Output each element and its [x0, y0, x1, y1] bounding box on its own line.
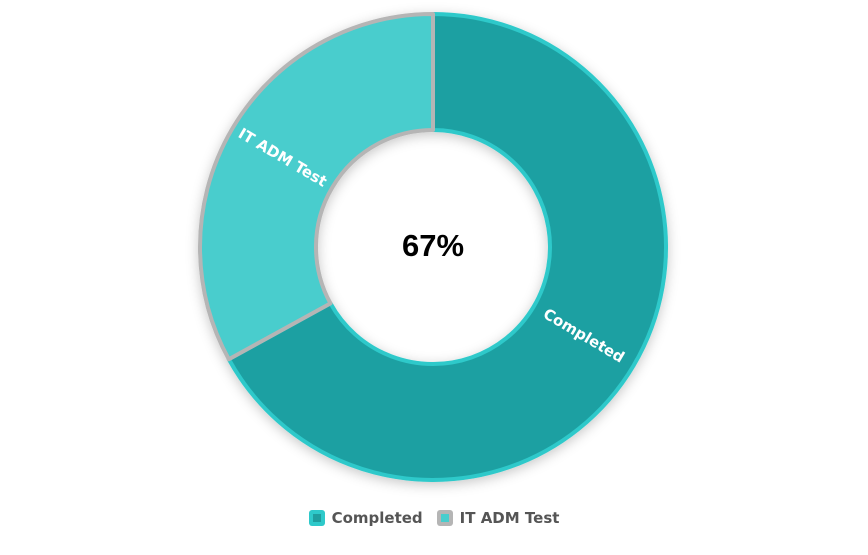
legend-item-it-adm-test[interactable]: IT ADM Test: [436, 509, 560, 527]
legend-swatch-completed: [308, 510, 325, 526]
slice-it-adm-test[interactable]: [198, 12, 435, 362]
legend-item-completed[interactable]: Completed: [308, 509, 423, 527]
slice-completed[interactable]: [226, 12, 668, 482]
legend-label-it-adm-test: IT ADM Test: [459, 509, 560, 527]
legend-label-completed: Completed: [331, 509, 423, 527]
legend-swatch-it-adm-test: [436, 510, 453, 526]
chart-legend: Completed IT ADM Test: [0, 505, 868, 531]
center-percentage-label: 67%: [402, 228, 464, 263]
